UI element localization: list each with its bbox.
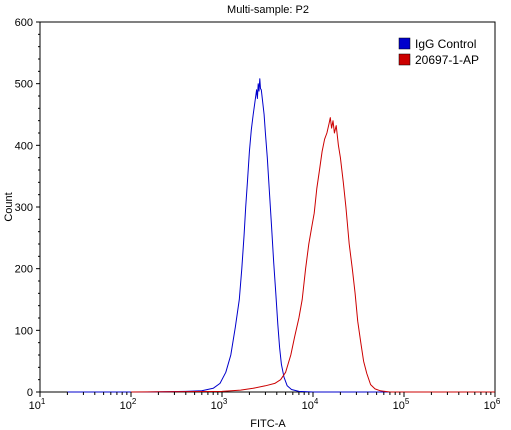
axes: 0 100 200 300 400 500 600 101 102 103 104 105 106 (15, 17, 501, 412)
y-tick-label: 200 (15, 264, 33, 276)
x-tick-label: 101 (29, 397, 46, 412)
legend-label-igg-control: IgG Control (415, 37, 476, 51)
legend-swatch-igg-control (398, 37, 411, 50)
y-tick-label: 400 (15, 140, 33, 152)
y-tick-label: 100 (15, 325, 33, 337)
y-tick-label: 0 (27, 387, 33, 399)
x-tick-label: 105 (393, 397, 410, 412)
series-line-igg-control (67, 78, 487, 393)
legend-label-20697-1-ap: 20697-1-AP (415, 53, 479, 67)
plot-frame (39, 21, 496, 393)
y-tick-label: 300 (15, 202, 33, 214)
x-axis-title: FITC-A (250, 418, 286, 430)
y-tick-label: 500 (15, 79, 33, 91)
x-tick-label: 103 (211, 397, 228, 412)
series-line-20697-1-ap (130, 117, 495, 393)
x-tick-label: 106 (484, 397, 501, 412)
y-axis-title: Count (3, 192, 15, 221)
legend-swatch-20697-1-ap (398, 53, 411, 66)
x-tick-label: 102 (120, 397, 137, 412)
legend: IgG Control 20697-1-AP (398, 37, 479, 67)
x-tick-label: 104 (302, 397, 319, 412)
chart-title: Multi-sample: P2 (227, 4, 309, 16)
y-tick-label: 600 (15, 17, 33, 29)
plot-area (67, 78, 495, 393)
